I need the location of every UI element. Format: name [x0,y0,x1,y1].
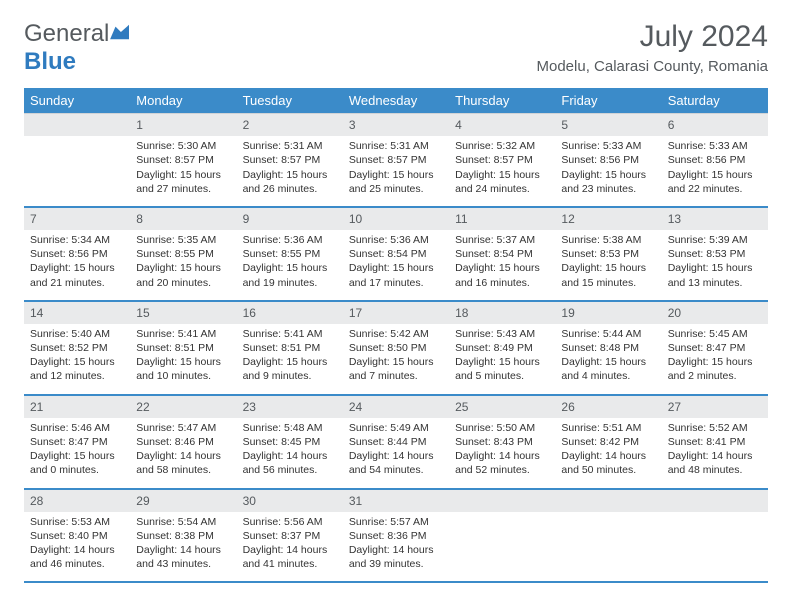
day-cell [555,512,661,582]
day-number: 19 [555,301,661,324]
day-number [449,489,555,512]
day-number: 21 [24,395,130,418]
day-number [662,489,768,512]
day-cell: Sunrise: 5:36 AM Sunset: 8:55 PM Dayligh… [237,230,343,300]
day-number-row: 14151617181920 [24,301,768,324]
day-cell [449,512,555,582]
logo-text-general: General [24,20,109,47]
day-number: 13 [662,207,768,230]
day-cell: Sunrise: 5:45 AM Sunset: 8:47 PM Dayligh… [662,324,768,394]
weekday-header: Saturday [662,88,768,114]
day-number: 23 [237,395,343,418]
day-cell: Sunrise: 5:42 AM Sunset: 8:50 PM Dayligh… [343,324,449,394]
day-number: 29 [130,489,236,512]
day-number: 6 [662,114,768,137]
week-divider [24,581,768,582]
day-cell: Sunrise: 5:41 AM Sunset: 8:51 PM Dayligh… [130,324,236,394]
day-cell: Sunrise: 5:51 AM Sunset: 8:42 PM Dayligh… [555,418,661,488]
day-number: 25 [449,395,555,418]
day-number-row: 21222324252627 [24,395,768,418]
weekday-header: Wednesday [343,88,449,114]
day-number: 4 [449,114,555,137]
day-number [24,114,130,137]
day-cell: Sunrise: 5:49 AM Sunset: 8:44 PM Dayligh… [343,418,449,488]
day-cell [662,512,768,582]
day-content-row: Sunrise: 5:46 AM Sunset: 8:47 PM Dayligh… [24,418,768,488]
day-number: 15 [130,301,236,324]
day-content-row: Sunrise: 5:30 AM Sunset: 8:57 PM Dayligh… [24,136,768,206]
day-number-row: 78910111213 [24,207,768,230]
day-number: 3 [343,114,449,137]
day-cell: Sunrise: 5:30 AM Sunset: 8:57 PM Dayligh… [130,136,236,206]
day-number: 31 [343,489,449,512]
day-cell: Sunrise: 5:54 AM Sunset: 8:38 PM Dayligh… [130,512,236,582]
day-number: 9 [237,207,343,230]
day-cell: Sunrise: 5:37 AM Sunset: 8:54 PM Dayligh… [449,230,555,300]
day-number: 17 [343,301,449,324]
day-cell: Sunrise: 5:31 AM Sunset: 8:57 PM Dayligh… [237,136,343,206]
day-content-row: Sunrise: 5:34 AM Sunset: 8:56 PM Dayligh… [24,230,768,300]
header: General Blue July 2024 Modelu, Calarasi … [24,20,768,76]
logo-text-blue: Blue [24,48,76,75]
day-number: 10 [343,207,449,230]
day-number: 20 [662,301,768,324]
location: Modelu, Calarasi County, Romania [537,58,769,75]
day-number [555,489,661,512]
day-cell: Sunrise: 5:43 AM Sunset: 8:49 PM Dayligh… [449,324,555,394]
day-cell: Sunrise: 5:44 AM Sunset: 8:48 PM Dayligh… [555,324,661,394]
day-cell: Sunrise: 5:36 AM Sunset: 8:54 PM Dayligh… [343,230,449,300]
logo: General Blue [24,20,131,76]
day-cell: Sunrise: 5:47 AM Sunset: 8:46 PM Dayligh… [130,418,236,488]
day-cell: Sunrise: 5:35 AM Sunset: 8:55 PM Dayligh… [130,230,236,300]
day-cell: Sunrise: 5:48 AM Sunset: 8:45 PM Dayligh… [237,418,343,488]
day-number: 7 [24,207,130,230]
day-number-row: 28293031 [24,489,768,512]
day-number: 8 [130,207,236,230]
day-cell: Sunrise: 5:53 AM Sunset: 8:40 PM Dayligh… [24,512,130,582]
day-cell: Sunrise: 5:56 AM Sunset: 8:37 PM Dayligh… [237,512,343,582]
day-cell: Sunrise: 5:40 AM Sunset: 8:52 PM Dayligh… [24,324,130,394]
day-cell: Sunrise: 5:33 AM Sunset: 8:56 PM Dayligh… [555,136,661,206]
day-number-row: 123456 [24,114,768,137]
weekday-header: Friday [555,88,661,114]
day-number: 12 [555,207,661,230]
day-cell: Sunrise: 5:31 AM Sunset: 8:57 PM Dayligh… [343,136,449,206]
day-cell: Sunrise: 5:50 AM Sunset: 8:43 PM Dayligh… [449,418,555,488]
day-cell: Sunrise: 5:39 AM Sunset: 8:53 PM Dayligh… [662,230,768,300]
day-cell: Sunrise: 5:41 AM Sunset: 8:51 PM Dayligh… [237,324,343,394]
day-number: 22 [130,395,236,418]
weekday-header: Tuesday [237,88,343,114]
weekday-header: Thursday [449,88,555,114]
day-number: 5 [555,114,661,137]
calendar-table: Sunday Monday Tuesday Wednesday Thursday… [24,88,768,583]
title-block: July 2024 Modelu, Calarasi County, Roman… [537,20,769,75]
weekday-header: Sunday [24,88,130,114]
day-content-row: Sunrise: 5:40 AM Sunset: 8:52 PM Dayligh… [24,324,768,394]
day-number: 11 [449,207,555,230]
day-number: 26 [555,395,661,418]
day-number: 1 [130,114,236,137]
day-number: 14 [24,301,130,324]
day-number: 27 [662,395,768,418]
day-number: 24 [343,395,449,418]
day-number: 28 [24,489,130,512]
day-cell [24,136,130,206]
day-number: 30 [237,489,343,512]
logo-flag-icon [109,23,131,41]
day-cell: Sunrise: 5:34 AM Sunset: 8:56 PM Dayligh… [24,230,130,300]
day-cell: Sunrise: 5:57 AM Sunset: 8:36 PM Dayligh… [343,512,449,582]
day-cell: Sunrise: 5:52 AM Sunset: 8:41 PM Dayligh… [662,418,768,488]
day-cell: Sunrise: 5:46 AM Sunset: 8:47 PM Dayligh… [24,418,130,488]
month-title: July 2024 [537,20,769,54]
day-cell: Sunrise: 5:38 AM Sunset: 8:53 PM Dayligh… [555,230,661,300]
weekday-header-row: Sunday Monday Tuesday Wednesday Thursday… [24,88,768,114]
day-number: 2 [237,114,343,137]
day-cell: Sunrise: 5:33 AM Sunset: 8:56 PM Dayligh… [662,136,768,206]
weekday-header: Monday [130,88,236,114]
day-content-row: Sunrise: 5:53 AM Sunset: 8:40 PM Dayligh… [24,512,768,582]
day-number: 18 [449,301,555,324]
day-number: 16 [237,301,343,324]
day-cell: Sunrise: 5:32 AM Sunset: 8:57 PM Dayligh… [449,136,555,206]
